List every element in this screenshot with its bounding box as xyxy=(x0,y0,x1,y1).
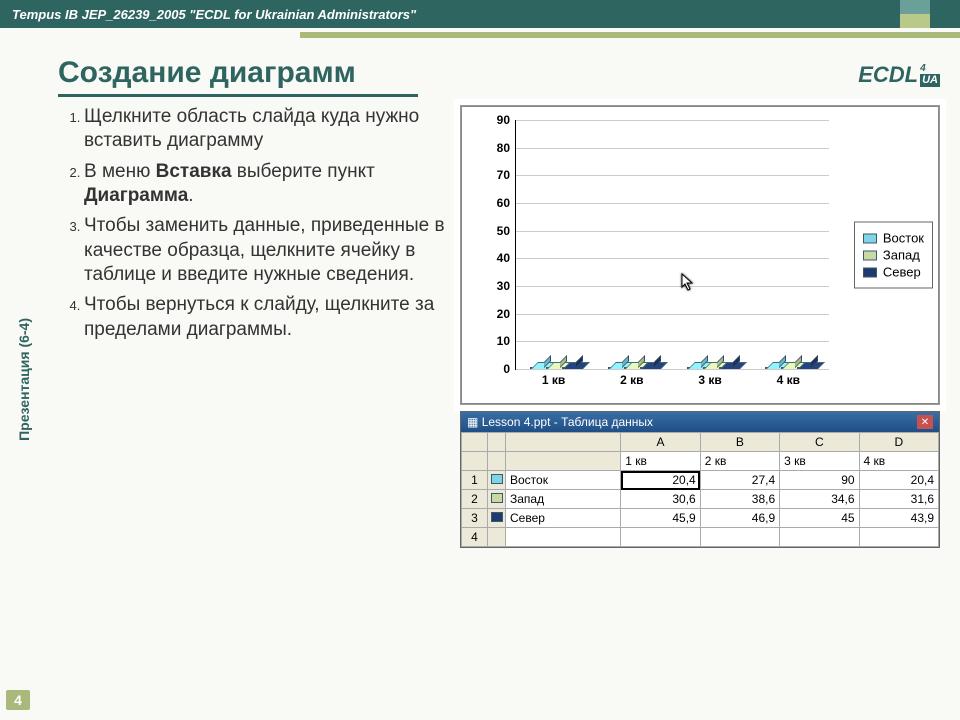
row-label[interactable]: Север xyxy=(506,509,621,528)
row-header[interactable]: 1 xyxy=(462,471,488,490)
legend-item: Восток xyxy=(863,231,924,246)
bar[interactable] xyxy=(797,367,813,369)
step-item: Чтобы заменить данные, приведенные в кач… xyxy=(84,214,448,287)
cell[interactable]: 90 xyxy=(780,471,859,490)
x-tick-label: 1 кв xyxy=(542,373,565,387)
title-rule xyxy=(58,94,418,97)
bar[interactable] xyxy=(608,367,624,369)
bar[interactable] xyxy=(530,367,546,369)
row-header[interactable]: 4 xyxy=(462,528,488,547)
col-subheader[interactable]: 2 кв xyxy=(700,452,779,471)
cell[interactable]: 45 xyxy=(780,509,859,528)
step-item: Щелкните область слайда куда нужно встав… xyxy=(84,105,448,154)
y-tick-label: 40 xyxy=(497,251,510,265)
bar[interactable] xyxy=(719,367,735,369)
header-bar: Tempus IB JEP_26239_2005 "ECDL for Ukrai… xyxy=(0,0,960,28)
step-item: Чтобы вернуться к слайду, щелкните за пр… xyxy=(84,293,448,342)
col-header[interactable]: A xyxy=(621,433,700,452)
cell[interactable]: 38,6 xyxy=(700,490,779,509)
sidebar: Презентация (6-4) xyxy=(0,38,48,720)
table-icon: ▦ xyxy=(467,415,478,429)
col-subheader[interactable]: 1 кв xyxy=(621,452,700,471)
bar[interactable] xyxy=(781,367,797,369)
bar[interactable] xyxy=(703,367,719,369)
logo: ECDL 4 UA xyxy=(858,62,940,88)
bar[interactable] xyxy=(765,367,781,369)
cell[interactable]: 20,4 xyxy=(621,471,700,490)
bar[interactable] xyxy=(640,367,656,369)
sidebar-label: Презентация (6-4) xyxy=(16,318,32,441)
col-header[interactable]: C xyxy=(780,433,859,452)
cell[interactable]: 43,9 xyxy=(859,509,938,528)
col-subheader[interactable]: 4 кв xyxy=(859,452,938,471)
col-header[interactable]: D xyxy=(859,433,938,452)
y-tick-label: 10 xyxy=(497,334,510,348)
y-tick-label: 30 xyxy=(497,279,510,293)
cell[interactable]: 45,9 xyxy=(621,509,700,528)
header-title: Tempus IB JEP_26239_2005 "ECDL for Ukrai… xyxy=(12,7,416,22)
cell[interactable]: 34,6 xyxy=(780,490,859,509)
bar[interactable] xyxy=(562,367,578,369)
cell[interactable] xyxy=(621,528,700,547)
row-header[interactable]: 3 xyxy=(462,509,488,528)
y-tick-label: 0 xyxy=(503,362,510,376)
x-tick-label: 2 кв xyxy=(620,373,643,387)
step-item: В меню Вставка выберите пункт Диаграмма. xyxy=(84,160,448,209)
slide-title: Создание диаграмм xyxy=(58,56,356,90)
datatable-window[interactable]: ▦ Lesson 4.ppt - Таблица данных ✕ ABCD 1 … xyxy=(460,411,940,548)
steps-list: Щелкните область слайда куда нужно встав… xyxy=(58,105,448,342)
legend-item: Север xyxy=(863,265,924,280)
row-header[interactable]: 2 xyxy=(462,490,488,509)
bar[interactable] xyxy=(624,367,640,369)
slide-number: 4 xyxy=(6,690,30,710)
legend-item: Запад xyxy=(863,248,924,263)
chart[interactable]: 0 10 20 30 40 50 60 70 80 90 1 кв 2 кв 3 кв 4 кв Вост… xyxy=(460,105,940,405)
y-tick-label: 20 xyxy=(497,307,510,321)
cell[interactable]: 27,4 xyxy=(700,471,779,490)
cell[interactable]: 20,4 xyxy=(859,471,938,490)
cell[interactable]: 46,9 xyxy=(700,509,779,528)
y-tick-label: 50 xyxy=(497,224,510,238)
cell[interactable] xyxy=(859,528,938,547)
col-header[interactable]: B xyxy=(700,433,779,452)
y-tick-label: 80 xyxy=(497,141,510,155)
cell[interactable] xyxy=(700,528,779,547)
row-label[interactable] xyxy=(506,528,621,547)
col-subheader[interactable]: 3 кв xyxy=(780,452,859,471)
x-tick-label: 4 кв xyxy=(777,373,800,387)
row-label[interactable]: Запад xyxy=(506,490,621,509)
cell[interactable]: 30,6 xyxy=(621,490,700,509)
close-icon[interactable]: ✕ xyxy=(917,415,933,429)
bar[interactable] xyxy=(546,367,562,369)
bar[interactable] xyxy=(687,367,703,369)
row-label[interactable]: Восток xyxy=(506,471,621,490)
cell[interactable]: 31,6 xyxy=(859,490,938,509)
datatable-titlebar: ▦ Lesson 4.ppt - Таблица данных ✕ xyxy=(461,412,939,432)
y-tick-label: 60 xyxy=(497,196,510,210)
chart-legend: Восток Запад Север xyxy=(854,222,933,289)
cell[interactable] xyxy=(780,528,859,547)
x-tick-label: 3 кв xyxy=(698,373,721,387)
datatable[interactable]: ABCD1 кв2 кв3 кв4 кв1Восток20,427,49020,… xyxy=(461,432,939,547)
y-tick-label: 70 xyxy=(497,168,510,182)
y-tick-label: 90 xyxy=(497,113,510,127)
